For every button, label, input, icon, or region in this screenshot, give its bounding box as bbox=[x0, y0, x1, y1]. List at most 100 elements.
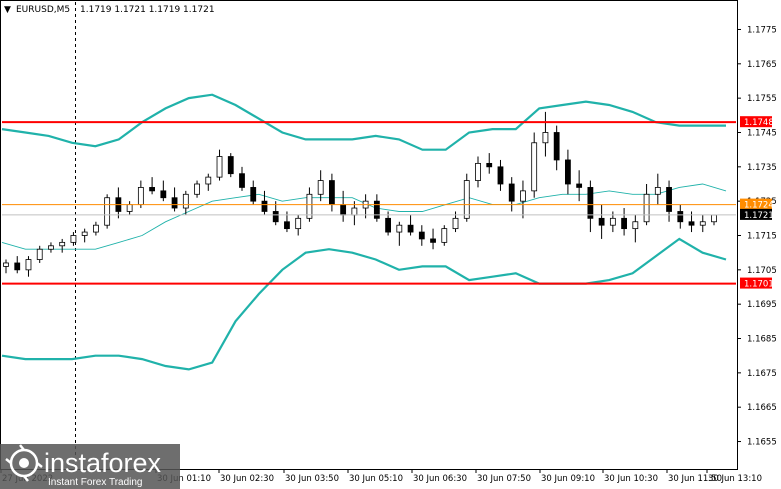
candle-body bbox=[306, 193, 313, 219]
x-tick-label: 30 Jun 06:30 bbox=[413, 474, 467, 484]
y-tick-label: 1.1675 bbox=[747, 369, 777, 379]
plot-area[interactable] bbox=[0, 0, 738, 470]
candle-body bbox=[160, 190, 167, 199]
candle-body bbox=[677, 211, 684, 223]
x-tick-label: 30 Jun 09:10 bbox=[541, 474, 595, 484]
candle-body bbox=[295, 217, 302, 230]
chart-header-arrow: ▼ bbox=[4, 5, 11, 15]
candle-body bbox=[711, 214, 717, 223]
candle-body bbox=[59, 241, 66, 247]
candle-body bbox=[272, 211, 279, 223]
level-price-tag-bg bbox=[740, 277, 772, 289]
candle-body bbox=[340, 204, 347, 216]
x-tick-label: 30 Jun 01:10 bbox=[157, 474, 211, 484]
candle-body bbox=[654, 187, 661, 195]
candle-body bbox=[475, 162, 481, 181]
candle-body bbox=[149, 187, 155, 192]
orange-price-tag-bg bbox=[740, 198, 772, 210]
candle-body bbox=[430, 238, 436, 243]
candle-body bbox=[621, 217, 627, 230]
candle-body bbox=[171, 197, 178, 209]
candle-body bbox=[137, 187, 144, 205]
level-price-tag: 1.1701 bbox=[744, 280, 774, 290]
symbol-label: EURUSD,M5 bbox=[16, 5, 70, 15]
candle-body bbox=[632, 221, 639, 230]
candle-body bbox=[666, 187, 672, 212]
candle-body bbox=[396, 224, 403, 233]
y-tick-label: 1.1685 bbox=[747, 335, 777, 345]
candle-body bbox=[284, 221, 290, 230]
candle-body bbox=[14, 262, 21, 271]
x-tick-label: 30 Jun 03:50 bbox=[285, 474, 339, 484]
candle-body bbox=[3, 262, 9, 267]
candle-body bbox=[542, 132, 549, 144]
watermark-brand: instaforex bbox=[44, 448, 162, 478]
level-price-tag-bg bbox=[740, 116, 772, 128]
candle-body bbox=[216, 156, 223, 178]
bollinger-upper bbox=[1, 93, 726, 151]
candle-body bbox=[520, 190, 526, 202]
current-price-tag: 1.1721 bbox=[744, 211, 774, 221]
candle-body bbox=[497, 166, 504, 185]
candle-body bbox=[385, 217, 391, 233]
y-tick-label: 1.1775 bbox=[747, 25, 777, 35]
candle-body bbox=[531, 142, 538, 192]
candle-body bbox=[441, 228, 448, 243]
candle-body bbox=[93, 224, 99, 233]
candle-body bbox=[104, 197, 111, 226]
candle-body bbox=[373, 200, 380, 219]
candle-body bbox=[317, 180, 324, 195]
candle-body bbox=[407, 224, 414, 233]
candle-body bbox=[418, 231, 425, 240]
y-tick-label: 1.1655 bbox=[747, 438, 777, 448]
candle-body bbox=[239, 173, 245, 188]
candle-body bbox=[261, 200, 268, 212]
candle-body bbox=[508, 183, 515, 202]
candle-body bbox=[688, 221, 695, 226]
candle-body bbox=[182, 193, 189, 209]
candle-body bbox=[598, 217, 605, 226]
current-price-tag-bg bbox=[740, 208, 772, 220]
candle-body bbox=[70, 235, 77, 243]
candle-body bbox=[587, 187, 594, 219]
x-tick-label: 30 Jun 05:10 bbox=[349, 474, 403, 484]
orange-price-tag: 1.1724 bbox=[744, 201, 774, 211]
candle-body bbox=[126, 204, 133, 212]
y-tick-label: 1.1765 bbox=[747, 60, 777, 70]
level-price-tag: 1.1748 bbox=[744, 118, 774, 128]
y-tick-label: 1.1715 bbox=[747, 232, 777, 242]
candle-body bbox=[25, 259, 32, 271]
candle-body bbox=[452, 217, 459, 230]
candle-body bbox=[576, 183, 583, 188]
candle-body bbox=[36, 248, 43, 260]
candle-body bbox=[81, 231, 88, 236]
candle-body bbox=[565, 159, 571, 185]
ohlc-label: 1.1719 1.1721 1.1719 1.1721 bbox=[80, 5, 215, 15]
x-tick-label: 30 Jun 11:50 bbox=[668, 474, 722, 484]
candle-body bbox=[194, 183, 200, 195]
candle-body bbox=[250, 187, 257, 202]
x-tick-label: 30 Jun 13:10 bbox=[708, 474, 762, 484]
bollinger-lower bbox=[1, 237, 727, 371]
x-tick-label: 30 Jun 02:30 bbox=[220, 474, 274, 484]
instaforex-logo-icon bbox=[5, 444, 43, 482]
candle-body bbox=[463, 180, 470, 219]
candle-body bbox=[486, 162, 493, 168]
y-tick-label: 1.1755 bbox=[747, 94, 777, 104]
y-tick-label: 1.1705 bbox=[747, 266, 777, 276]
watermark: instaforex Instant Forex Trading bbox=[0, 444, 180, 489]
y-tick-label: 1.1745 bbox=[747, 128, 777, 138]
y-tick-label: 1.1695 bbox=[747, 300, 777, 310]
candle-body bbox=[205, 176, 212, 185]
watermark-tagline: Instant Forex Trading bbox=[48, 477, 143, 488]
candle-body bbox=[227, 156, 234, 175]
candle-body bbox=[48, 245, 54, 250]
candle-body bbox=[699, 221, 706, 226]
y-tick-label: 1.1665 bbox=[747, 403, 777, 413]
x-tick-label: 30 Jun 07:50 bbox=[477, 474, 531, 484]
x-tick-label: 30 Jun 10:30 bbox=[604, 474, 658, 484]
candle-body bbox=[329, 180, 335, 205]
y-tick-label: 1.1735 bbox=[747, 163, 777, 173]
